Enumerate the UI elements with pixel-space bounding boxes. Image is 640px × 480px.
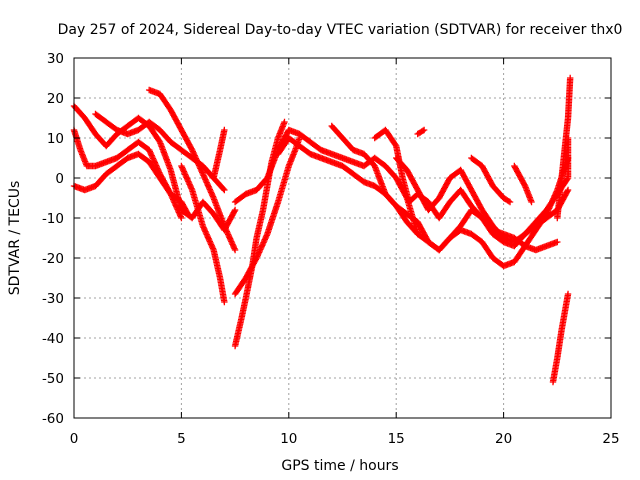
y-tick-label: -20 [42,251,64,267]
data-point [221,186,228,194]
series-arc-16 [468,154,514,206]
series-arc-17 [511,162,535,206]
series-arc-12 [328,122,572,254]
data-point [564,176,571,183]
y-tick-label: -50 [42,371,64,387]
x-tick-label: 25 [602,431,619,447]
data-point [231,208,238,215]
x-tick-label: 5 [177,431,186,447]
y-tick-label: -30 [42,291,64,307]
y-tick-label: 0 [55,171,64,187]
data-point [521,181,528,188]
series-arc-5 [145,86,239,254]
y-tick-label: -10 [42,211,64,227]
x-axis-label: GPS time / hours [281,458,398,474]
series-arc-9 [231,134,303,298]
data-point [178,214,185,222]
series-arc-15 [414,126,428,138]
data-point [554,238,561,246]
y-tick-label: 20 [47,91,64,107]
data-point [281,118,288,126]
data-point [419,127,427,134]
x-tick-labels: 0 5 10 15 20 25 [70,431,620,447]
data-point [505,198,512,205]
data-point [564,188,571,195]
axis-ticks [73,57,612,419]
data-point [221,298,228,306]
y-tick-label: -60 [42,411,64,427]
series-arc-18 [549,290,572,386]
series-arc-6 [178,162,228,306]
x-tick-label: 15 [388,431,405,447]
data-point [564,186,572,194]
y-tick-label: 10 [47,131,64,147]
data-point [221,126,228,134]
series-arc-10 [231,126,421,238]
data-point [420,126,428,134]
plot-frame [73,57,612,419]
x-tick-label: 10 [280,431,297,447]
y-tick-label: -40 [42,331,64,347]
y-tick-labels: -60 -50 -40 -30 -20 -10 0 10 20 30 [42,51,64,427]
data-point [183,209,191,216]
data-point [564,290,572,298]
chart-title: Day 257 of 2024, Sidereal Day-to-day VTE… [58,22,623,38]
series-arc-14 [393,154,572,246]
series-arc-7 [210,126,228,182]
series-arc-3 [70,150,185,222]
x-tick-label: 20 [495,431,512,447]
data-point [528,198,535,206]
x-tick-label: 0 [70,431,79,447]
series-arc-19 [554,74,574,222]
data-point [231,206,239,214]
y-tick-label: 30 [47,51,64,67]
data-point [566,74,574,82]
data-marks [70,74,574,386]
data-point [506,198,514,206]
data-point [231,246,239,254]
data-point [220,185,227,193]
y-axis-label: SDTVAR / TECUs [7,181,23,296]
data-point [184,210,192,218]
series-arc-4 [92,110,228,194]
